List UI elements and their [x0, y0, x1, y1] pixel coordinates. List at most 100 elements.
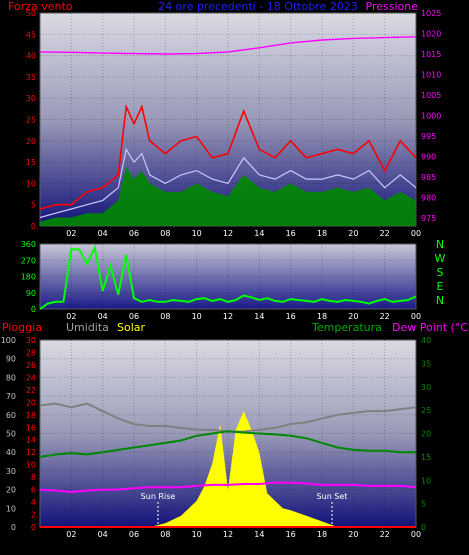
panel-weather-background	[39, 339, 417, 528]
x-tick-label: 16	[286, 312, 296, 321]
wind-tick-label: 25	[26, 116, 36, 125]
compass-label: N	[436, 294, 444, 307]
pressure-tick-label: 975	[421, 214, 436, 223]
temperature-tick-label: 15	[421, 453, 431, 462]
x-tick-label: 02	[66, 312, 76, 321]
temperature-tick-label: 25	[421, 406, 431, 415]
panel-wind-background	[39, 12, 417, 227]
rain-tick-label: 10	[26, 461, 36, 470]
x-tick-label: 20	[348, 530, 358, 539]
humidity-tick-label: 80	[6, 373, 16, 382]
compass-label: S	[437, 266, 444, 279]
pressure-axis-right: 975 980 985 990 995 1000 1005 1010 1015 1020 1025	[421, 9, 441, 223]
wind-tick-label: 45	[26, 30, 36, 39]
wind-axis-title: Forza vento	[8, 0, 73, 13]
wind-tick-label: 0	[31, 222, 36, 231]
panel-direction-background	[39, 243, 417, 310]
rain-tick-label: 16	[26, 423, 36, 432]
x-tick-label: 22	[380, 229, 390, 238]
direction-series	[39, 244, 417, 310]
x-tick-label: 18	[317, 530, 327, 539]
pressure-tick-label: 1015	[421, 50, 441, 59]
x-tick-label: 20	[348, 229, 358, 238]
x-tick-label: 02	[66, 229, 76, 238]
wind-tick-label: 20	[26, 137, 36, 146]
legend-rain: Pioggia	[2, 321, 42, 334]
temperature-tick-label: 35	[421, 359, 431, 368]
compass-label: W	[435, 252, 446, 265]
rain-tick-label: 24	[26, 373, 36, 382]
dewpoint-series	[39, 481, 417, 493]
humidity-tick-label: 100	[1, 336, 16, 345]
rain-tick-label: 6	[31, 486, 36, 495]
rain-tick-label: 0	[31, 523, 36, 532]
temperature-axis: 0 5 10 15 20 25 30 35 40	[421, 336, 431, 532]
wind-average-area	[40, 166, 416, 226]
humidity-tick-label: 60	[6, 411, 16, 420]
x-tick-label: 16	[286, 229, 296, 238]
x-tick-label: 14	[254, 312, 264, 321]
wind-tick-label: 15	[26, 158, 36, 167]
weather-x-ticks: 02 04 06 08 10 12 14 16 18 20 22 00	[66, 530, 421, 539]
rain-tick-label: 22	[26, 386, 36, 395]
rain-tick-label: 30	[26, 336, 36, 345]
x-tick-label: 10	[192, 229, 202, 238]
x-tick-label: 18	[317, 312, 327, 321]
sunset-label: Sun Set	[317, 492, 348, 501]
x-tick-label: 12	[223, 530, 233, 539]
pressure-tick-label: 1010	[421, 70, 441, 79]
temperature-tick-label: 40	[421, 336, 431, 345]
x-tick-label: 22	[380, 530, 390, 539]
pressure-tick-label: 1025	[421, 9, 441, 18]
x-tick-label: 20	[348, 312, 358, 321]
legend-temperature: Temperatura	[311, 321, 382, 334]
rain-tick-label: 14	[26, 436, 36, 445]
x-tick-label: 04	[98, 312, 108, 321]
rain-tick-label: 2	[31, 511, 36, 520]
rain-tick-label: 20	[26, 398, 36, 407]
x-tick-label: 06	[129, 530, 139, 539]
legend-solar: Solar	[117, 321, 146, 334]
humidity-tick-label: 50	[6, 430, 16, 439]
x-tick-label: 10	[192, 530, 202, 539]
x-tick-label: 18	[317, 229, 327, 238]
x-tick-label: 12	[223, 229, 233, 238]
pressure-tick-label: 1000	[421, 111, 441, 120]
rain-tick-label: 28	[26, 348, 36, 357]
humidity-tick-label: 30	[6, 467, 16, 476]
humidity-axis: 0 10 20 30 40 50 60 70 80 90 100	[1, 336, 16, 532]
wind-tick-label: 30	[26, 94, 36, 103]
direction-tick-label: 360	[21, 240, 36, 249]
temperature-tick-label: 5	[421, 500, 426, 509]
direction-tick-label: 180	[21, 273, 36, 282]
humidity-tick-label: 0	[11, 523, 16, 532]
pressure-axis-title: Pressione	[366, 0, 419, 13]
x-tick-label: 06	[129, 312, 139, 321]
x-tick-label: 04	[98, 229, 108, 238]
direction-tick-label: 270	[21, 256, 36, 265]
wind-tick-label: 5	[31, 201, 36, 210]
wind-tick-label: 10	[26, 179, 36, 188]
direction-x-ticks: 02 04 06 08 10 12 14 16 18 20 22 00	[66, 312, 421, 321]
direction-tick-label: 90	[26, 289, 36, 298]
direction-axis-left: 0 90 180 270 360	[21, 240, 36, 314]
legend-dewpoint: Dew Point (°C)	[392, 321, 469, 334]
wind-x-ticks: 02 04 06 08 10 12 14 16 18 20 22 00	[66, 229, 421, 238]
temperature-series	[39, 430, 416, 458]
wind-tick-label: 35	[26, 73, 36, 82]
pressure-tick-label: 990	[421, 152, 436, 161]
x-tick-label: 00	[411, 229, 421, 238]
wind-gust-series	[39, 103, 417, 210]
pressure-tick-label: 1005	[421, 91, 441, 100]
temperature-tick-label: 20	[421, 430, 431, 439]
compass-label: N	[436, 238, 444, 251]
rain-tick-label: 18	[26, 411, 36, 420]
legend-humidity: Umidita	[66, 321, 109, 334]
temperature-tick-label: 10	[421, 476, 431, 485]
sunrise-label: Sun Rise	[141, 492, 176, 501]
x-tick-label: 08	[160, 530, 170, 539]
x-tick-label: 02	[66, 530, 76, 539]
